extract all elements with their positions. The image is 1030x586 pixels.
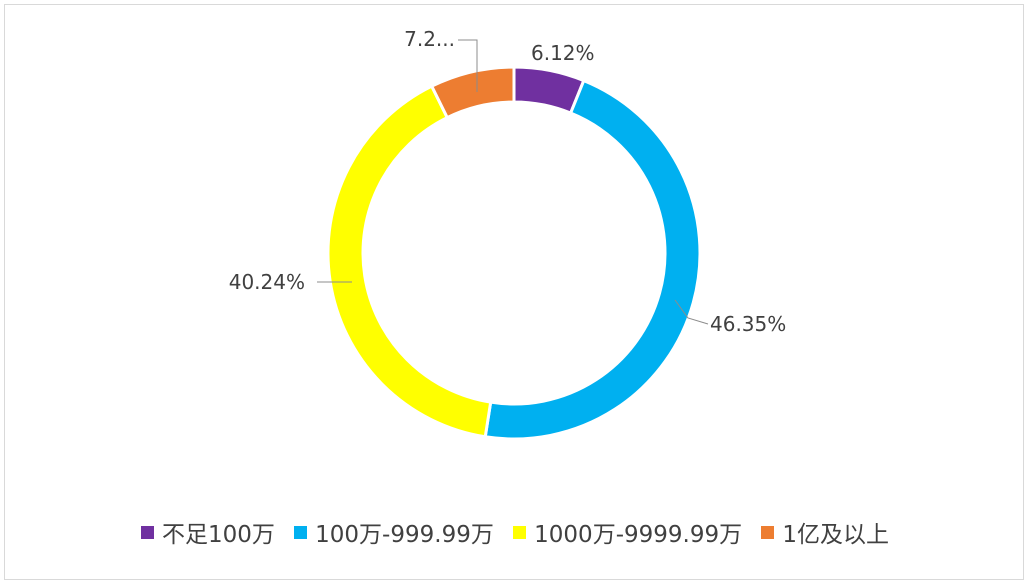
legend-swatch	[294, 526, 308, 539]
legend-swatch	[140, 526, 154, 539]
data-label-slice-3: 7.2...	[404, 27, 455, 51]
legend-item-2: 1000万-9999.99万	[513, 515, 742, 549]
legend-label: 100万-999.99万	[315, 522, 494, 548]
legend-label: 1000万-9999.99万	[534, 522, 743, 548]
label-leader-lines	[317, 39, 709, 325]
legend-label: 不足100万	[161, 522, 275, 548]
data-label-slice-2: 40.24%	[229, 270, 305, 294]
donut-slice-2	[326, 84, 493, 439]
donut-slices	[326, 65, 702, 441]
legend: 不足100万 100万-999.99万 1000万-9999.99万 1亿及以上	[0, 515, 1030, 549]
legend-swatch	[513, 526, 527, 539]
data-label-slice-1: 46.35%	[710, 312, 786, 336]
data-labels: 6.12% 46.35% 40.24% 7.2...	[229, 27, 787, 336]
donut-slice-3	[429, 65, 516, 120]
legend-item-1: 100万-999.99万	[294, 515, 494, 549]
legend-label: 1亿及以上	[782, 522, 890, 548]
data-label-slice-0: 6.12%	[531, 41, 595, 65]
legend-item-3: 1亿及以上	[761, 515, 889, 549]
leader-line-1	[674, 299, 709, 325]
donut-slice-1	[483, 78, 702, 441]
leader-line-3	[458, 39, 478, 92]
legend-swatch	[761, 526, 775, 539]
legend-item-0: 不足100万	[140, 515, 275, 549]
